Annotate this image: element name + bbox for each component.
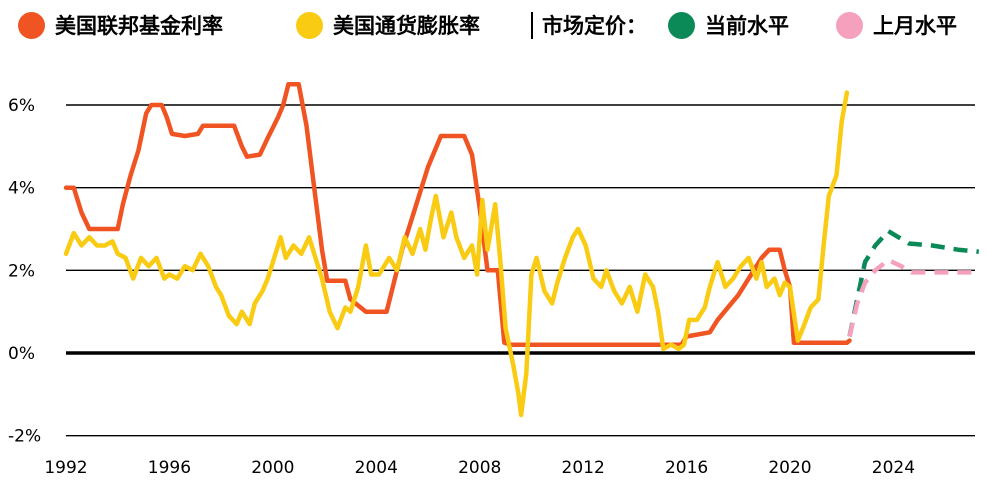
legend-item-current: 当前水平 [668, 10, 789, 40]
legend-label-fed: 美国联邦基金利率 [55, 14, 223, 38]
legend-label-inflation: 美国通货膨胀率 [333, 14, 480, 38]
y-tick-label: 6% [8, 96, 35, 116]
x-tick-label: 2024 [872, 458, 915, 478]
fed-funds-line [63, 82, 852, 347]
x-tick-label: 2020 [768, 458, 811, 478]
y-tick-label: 2% [8, 261, 35, 281]
x-tick-label: 2000 [251, 458, 294, 478]
x-tick-label: 2012 [562, 458, 605, 478]
y-axis-ticks: 6% 4% 2% 0% -2% [8, 96, 41, 447]
legend-item-inflation: 美国通货膨胀率 [296, 10, 480, 40]
legend-label-current: 当前水平 [705, 14, 789, 38]
legend-label-last-month: 上月水平 [873, 14, 957, 38]
legend-market-pricing: 市场定价： [542, 10, 647, 40]
x-tick-label: 1996 [148, 458, 191, 478]
x-tick-label: 2016 [665, 458, 708, 478]
series-lines [63, 82, 980, 418]
legend: 美国联邦基金利率 美国通货膨胀率 市场定价： 当前水平 上月水平 [0, 0, 988, 50]
x-tick-label: 1992 [44, 458, 87, 478]
legend-item-last-month: 上月水平 [836, 10, 957, 40]
x-axis-ticks: 1992 1996 2000 2004 2008 2012 2016 2020 2024 [44, 458, 915, 478]
y-tick-label: 4% [8, 179, 35, 199]
legend-item-fed: 美国联邦基金利率 [18, 10, 223, 40]
market-last-month-line [847, 257, 979, 338]
legend-dot-current-icon [668, 11, 695, 39]
market-current-line [847, 228, 980, 337]
legend-dot-fed-icon [18, 11, 45, 39]
legend-separator [531, 12, 533, 39]
legend-dot-last-month-icon [836, 11, 863, 39]
x-tick-label: 2004 [355, 458, 398, 478]
legend-dot-inflation-icon [296, 11, 323, 39]
y-tick-label: -2% [8, 427, 41, 447]
y-tick-label: 0% [8, 344, 35, 364]
x-tick-label: 2008 [458, 458, 501, 478]
legend-label-market: 市场定价： [542, 14, 647, 38]
grid-lines [66, 104, 975, 437]
inflation-line [63, 90, 850, 418]
